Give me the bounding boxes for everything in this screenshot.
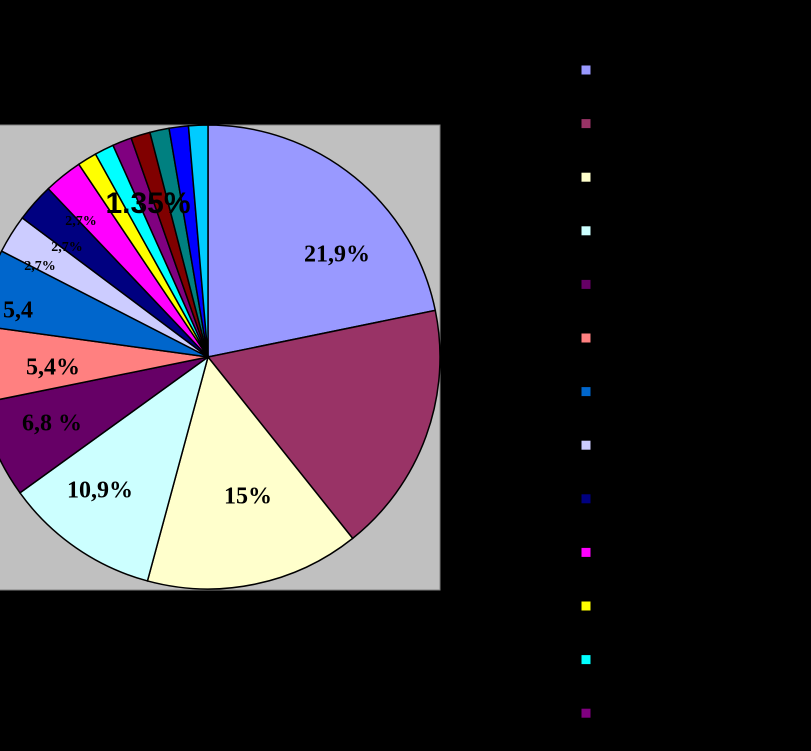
- data-label: 5,4%: [26, 355, 80, 381]
- slice: [207, 124, 437, 358]
- pie: [0, 124, 441, 590]
- legend-swatch: [580, 64, 592, 76]
- data-label: 5,4: [3, 298, 33, 324]
- legend-swatch: [580, 386, 592, 398]
- legend: [580, 64, 592, 719]
- data-label: 1.35%: [105, 187, 190, 220]
- legend-swatch: [580, 118, 592, 130]
- legend-swatch: [580, 493, 592, 505]
- slice: [206, 309, 441, 540]
- legend-swatch: [580, 439, 592, 451]
- data-label: 6,8 %: [22, 411, 82, 437]
- slice: [187, 124, 209, 358]
- labels: 21,9% 15% 10,9% 6,8 % 5,4% 5,4 2,7% 2,7% 2,7% 1.3…: [3, 187, 370, 510]
- legend-swatch: [580, 332, 592, 344]
- data-label: 2,7%: [51, 240, 83, 255]
- legend-swatch: [580, 225, 592, 237]
- data-label: 21,9%: [304, 242, 370, 268]
- legend-swatch: [580, 278, 592, 290]
- legend-swatch: [580, 654, 592, 666]
- data-label: 15%: [224, 484, 272, 510]
- slice: [0, 327, 209, 401]
- legend-swatch: [580, 600, 592, 612]
- slice: [18, 355, 210, 582]
- legend-swatch: [580, 707, 592, 719]
- data-label: 2,7%: [65, 214, 97, 229]
- legend-swatch: [580, 546, 592, 558]
- slice: [0, 356, 209, 494]
- data-label: 2,7%: [24, 259, 56, 274]
- slice: [146, 355, 354, 590]
- legend-swatch: [580, 171, 592, 183]
- data-label: 10,9%: [67, 478, 133, 504]
